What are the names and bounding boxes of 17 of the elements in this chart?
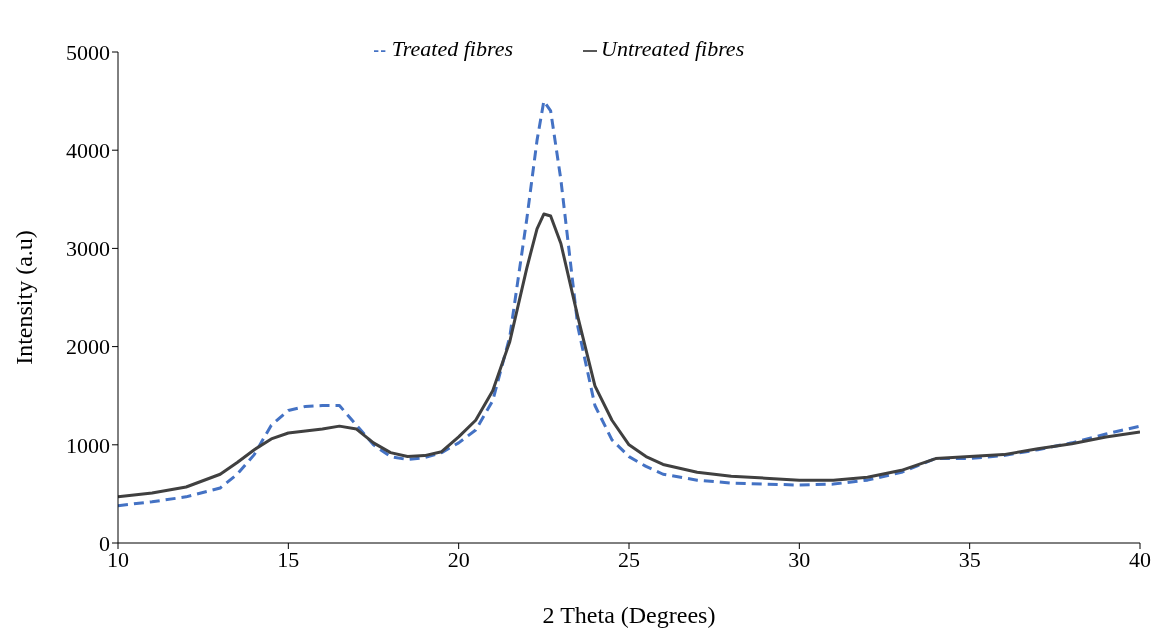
legend-label: Treated fibres xyxy=(391,36,514,61)
y-tick-label: 4000 xyxy=(66,138,110,164)
y-tick-label: 0 xyxy=(99,530,110,556)
x-tick-label: 30 xyxy=(788,546,811,572)
x-tick-label: 25 xyxy=(618,546,640,572)
y-axis-title: Intensity (a.u) xyxy=(10,230,37,365)
line-series xyxy=(118,212,1140,499)
legend-label: Untreated fibres xyxy=(601,36,745,61)
x-axis-title: 2 Theta (Degrees) xyxy=(542,602,716,628)
y-tick-label: 2000 xyxy=(66,334,110,360)
x-tick-label: 40 xyxy=(1129,546,1151,572)
x-tick-label: 35 xyxy=(958,546,981,572)
x-tick-label: 20 xyxy=(447,546,470,572)
y-tick-label: 5000 xyxy=(66,39,110,65)
y-tick-label: 1000 xyxy=(66,432,110,458)
y-tick-label: 3000 xyxy=(66,236,110,262)
x-tick-label: 15 xyxy=(277,546,300,572)
